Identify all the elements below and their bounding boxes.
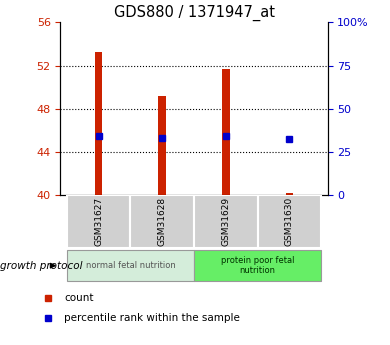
Bar [194,250,321,281]
Bar [130,195,194,248]
Text: GSM31629: GSM31629 [222,197,230,246]
Text: growth protocol: growth protocol [0,261,83,270]
Text: protein poor fetal
nutrition: protein poor fetal nutrition [221,256,294,275]
Text: normal fetal nutrition: normal fetal nutrition [85,261,175,270]
Bar [158,96,166,195]
Text: count: count [64,293,94,303]
Text: GSM31628: GSM31628 [158,197,167,246]
Bar [67,195,130,248]
Text: GSM31627: GSM31627 [94,197,103,246]
Bar [95,51,103,195]
Bar [258,195,321,248]
Text: percentile rank within the sample: percentile rank within the sample [64,313,240,323]
Text: GSM31630: GSM31630 [285,197,294,246]
Bar [194,195,258,248]
Bar [67,250,194,281]
Title: GDS880 / 1371947_at: GDS880 / 1371947_at [113,5,275,21]
Bar [222,69,230,195]
Bar [285,193,293,195]
